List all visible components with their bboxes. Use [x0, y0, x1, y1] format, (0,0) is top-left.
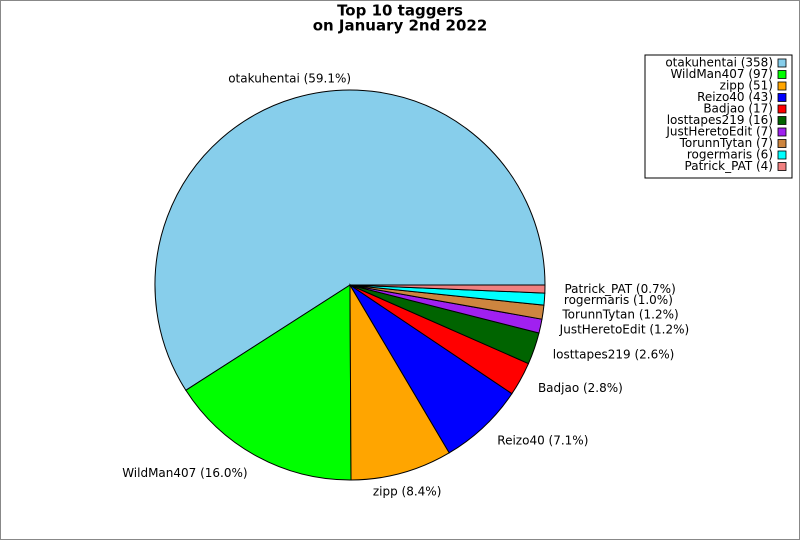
legend-swatch: [777, 127, 787, 137]
chart-title: Top 10 taggers: [337, 2, 463, 20]
legend-swatch: [777, 104, 787, 114]
legend-swatch: [777, 162, 787, 171]
legend-label: otakuhentai (358): [665, 56, 773, 70]
slice-label: losttapes219 (2.6%): [553, 347, 675, 361]
slice-label: rogermaris (1.0%): [564, 293, 673, 307]
legend-swatch: [777, 81, 787, 91]
legend-label: Reizo40 (43): [697, 90, 773, 104]
legend-swatch: [777, 70, 787, 79]
chart-title: on January 2nd 2022: [313, 17, 488, 35]
legend-swatch: [777, 93, 787, 102]
legend-swatch: [777, 150, 787, 160]
slice-label: Patrick_PAT (0.7%): [564, 282, 675, 296]
slice-label: JustHeretoEdit (1.2%): [559, 323, 690, 337]
legend-label: losttapes219 (16): [667, 113, 773, 127]
pie-slice: [349, 283, 450, 481]
legend-swatch: [777, 58, 787, 68]
pie-slice: [154, 89, 546, 391]
legend-swatch: [777, 139, 787, 148]
legend-swatch: [777, 116, 787, 125]
legend-label: zipp (51): [720, 79, 773, 93]
pie-slice: [349, 284, 546, 294]
legend-label: JustHeretoEdit (7): [665, 125, 773, 139]
legend-label: rogermaris (6): [687, 148, 773, 162]
slice-label: TorunnTytan (1.2%): [561, 307, 678, 321]
slice-label: zipp (8.4%): [373, 484, 442, 498]
slice-label: Reizo40 (7.1%): [497, 433, 588, 447]
legend-box: [644, 54, 793, 179]
slice-label: otakuhentai (59.1%): [228, 72, 351, 86]
legend-label: Patrick_PAT (4): [685, 159, 773, 173]
legend-label: WildMan407 (97): [670, 67, 773, 81]
slice-label: Badjao (2.8%): [538, 381, 623, 395]
pie-slice: [185, 284, 352, 481]
slice-label: WildMan407 (16.0%): [122, 466, 247, 480]
legend-label: Badjao (17): [703, 102, 773, 116]
legend-label: TorunnTytan (7): [679, 136, 773, 150]
